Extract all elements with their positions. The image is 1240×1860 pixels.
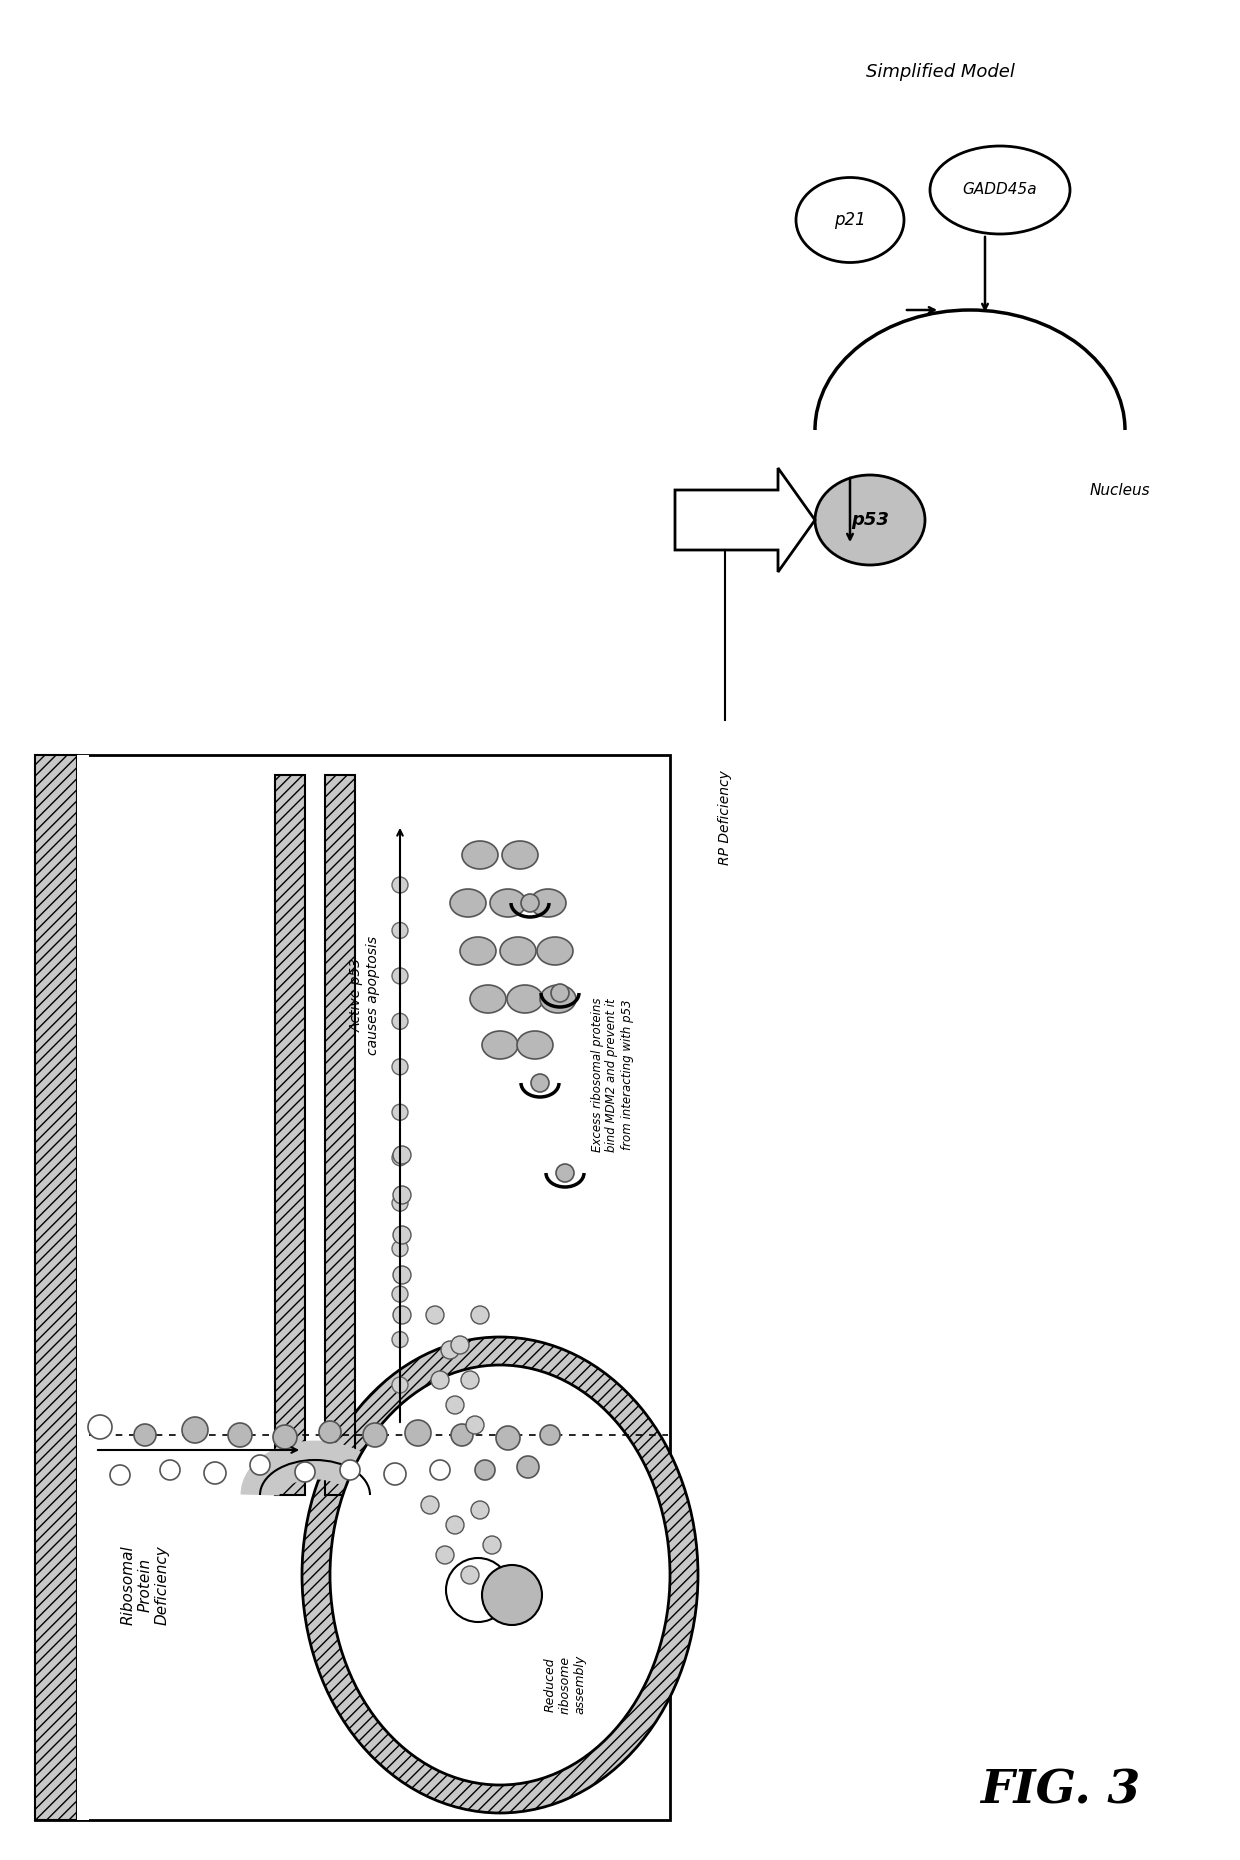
Circle shape (556, 1164, 574, 1181)
Circle shape (471, 1306, 489, 1324)
Circle shape (432, 1371, 449, 1389)
Circle shape (430, 1460, 450, 1481)
Circle shape (441, 1341, 459, 1360)
Circle shape (451, 1335, 469, 1354)
Circle shape (295, 1462, 315, 1482)
Text: Ribosomal
Protein
Deficiency: Ribosomal Protein Deficiency (120, 1546, 170, 1626)
Circle shape (475, 1460, 495, 1481)
Circle shape (422, 1495, 439, 1514)
Circle shape (482, 1564, 542, 1626)
Circle shape (393, 1226, 410, 1244)
Circle shape (384, 1464, 405, 1484)
Ellipse shape (930, 145, 1070, 234)
Ellipse shape (490, 889, 526, 917)
Circle shape (392, 1241, 408, 1257)
Circle shape (392, 923, 408, 939)
Circle shape (517, 1456, 539, 1479)
Bar (35, 755, 670, 1819)
Ellipse shape (463, 841, 498, 869)
Circle shape (393, 1267, 410, 1283)
Circle shape (363, 1423, 387, 1447)
Circle shape (461, 1371, 479, 1389)
Text: Nucleus: Nucleus (1090, 482, 1151, 497)
Circle shape (484, 1536, 501, 1553)
Ellipse shape (517, 1030, 553, 1058)
Circle shape (521, 895, 539, 911)
Bar (275, 776, 305, 1495)
Text: RP Deficiency: RP Deficiency (718, 770, 732, 865)
Circle shape (461, 1566, 479, 1585)
Circle shape (446, 1516, 464, 1534)
Circle shape (392, 878, 408, 893)
Bar (77, 755, 89, 1819)
Circle shape (405, 1419, 432, 1445)
Circle shape (496, 1427, 520, 1451)
Circle shape (427, 1306, 444, 1324)
Ellipse shape (460, 937, 496, 965)
Circle shape (205, 1462, 226, 1484)
Circle shape (273, 1425, 298, 1449)
Bar (35, 755, 77, 1819)
Circle shape (392, 1149, 408, 1166)
Circle shape (392, 1196, 408, 1211)
Ellipse shape (482, 1030, 518, 1058)
Text: Reduced
ribosome
assembly: Reduced ribosome assembly (543, 1655, 587, 1715)
Circle shape (551, 984, 569, 1003)
Circle shape (392, 1014, 408, 1029)
Circle shape (446, 1397, 464, 1414)
Circle shape (466, 1415, 484, 1434)
Circle shape (392, 967, 408, 984)
Circle shape (451, 1425, 472, 1445)
Ellipse shape (500, 937, 536, 965)
Circle shape (531, 1073, 549, 1092)
Text: Active p53
causes apoptosis: Active p53 causes apoptosis (350, 936, 381, 1055)
Text: p21: p21 (835, 210, 866, 229)
Circle shape (182, 1417, 208, 1443)
Circle shape (392, 1058, 408, 1075)
Circle shape (160, 1460, 180, 1481)
Circle shape (392, 1332, 408, 1347)
Circle shape (471, 1501, 489, 1520)
Text: Excess ribosomal proteins
bind MDM2 and prevent it
from interacting with p53: Excess ribosomal proteins bind MDM2 and … (590, 997, 634, 1151)
Polygon shape (675, 469, 815, 573)
Ellipse shape (502, 841, 538, 869)
Circle shape (539, 1425, 560, 1445)
Circle shape (110, 1466, 130, 1484)
Circle shape (392, 1285, 408, 1302)
Circle shape (392, 1105, 408, 1120)
Circle shape (436, 1546, 454, 1564)
Ellipse shape (507, 986, 543, 1014)
Circle shape (393, 1306, 410, 1324)
Text: GADD45a: GADD45a (962, 182, 1038, 197)
Ellipse shape (815, 474, 925, 565)
Ellipse shape (537, 937, 573, 965)
Circle shape (88, 1415, 112, 1440)
Circle shape (340, 1460, 360, 1481)
Bar (325, 776, 355, 1495)
Circle shape (446, 1559, 510, 1622)
Ellipse shape (450, 889, 486, 917)
Circle shape (228, 1423, 252, 1447)
Text: FIG. 3: FIG. 3 (980, 1767, 1140, 1814)
Ellipse shape (303, 1337, 698, 1814)
Ellipse shape (529, 889, 565, 917)
Circle shape (319, 1421, 341, 1443)
Ellipse shape (539, 986, 577, 1014)
Ellipse shape (796, 177, 904, 262)
Circle shape (134, 1425, 156, 1445)
Text: p53: p53 (851, 512, 889, 528)
Text: Simplified Model: Simplified Model (866, 63, 1014, 82)
Circle shape (250, 1455, 270, 1475)
Circle shape (393, 1146, 410, 1164)
Ellipse shape (470, 986, 506, 1014)
Circle shape (392, 1376, 408, 1393)
Ellipse shape (330, 1365, 670, 1786)
Circle shape (393, 1187, 410, 1203)
